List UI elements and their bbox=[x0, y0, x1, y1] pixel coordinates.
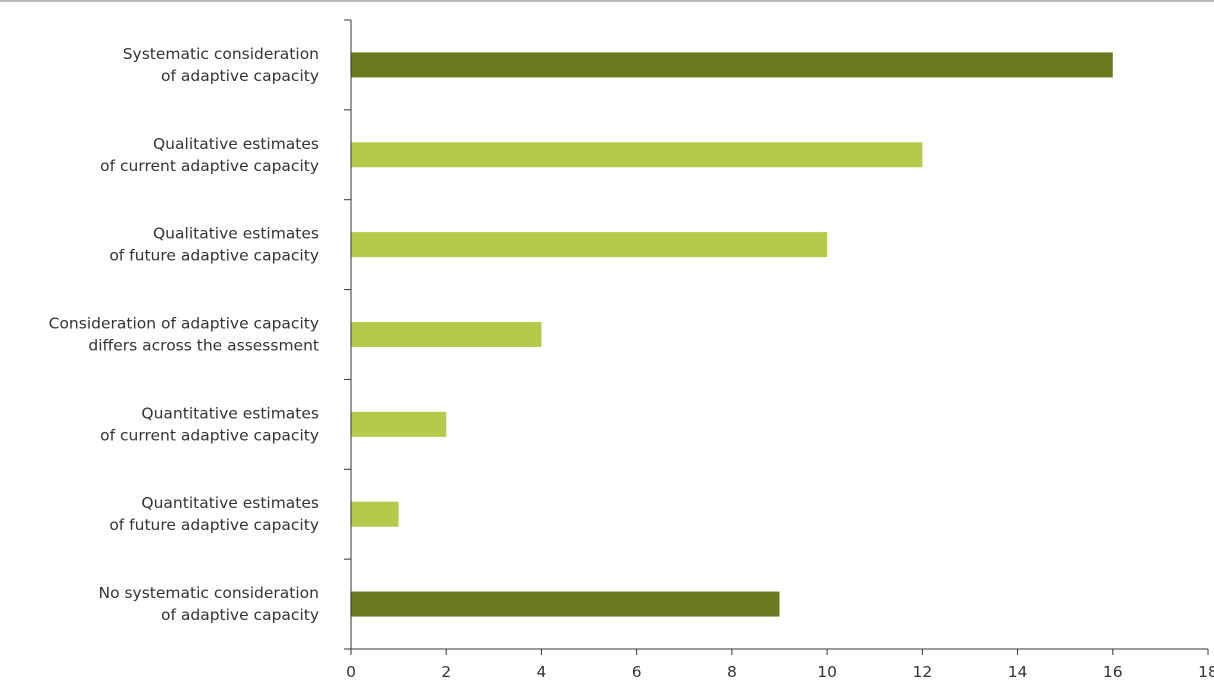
bar-5 bbox=[351, 411, 447, 437]
category-label-6: Quantitative estimates of future adaptive… bbox=[109, 494, 319, 534]
bar-6 bbox=[351, 501, 399, 527]
category-label-5: Quantitative estimates of current adaptiv… bbox=[100, 404, 319, 444]
bar-2 bbox=[351, 142, 923, 168]
category-label-1: Systematic consideration of adaptive capa… bbox=[123, 45, 319, 85]
bar-3 bbox=[351, 232, 828, 258]
category-label-7: No systematic consideration of adaptive c… bbox=[98, 584, 319, 624]
x-tick-label-10: 10 bbox=[817, 663, 837, 681]
x-tick-label-18: 18 bbox=[1198, 663, 1214, 681]
bar-7 bbox=[351, 591, 780, 617]
bar-1 bbox=[351, 52, 1113, 78]
category-label-4: Consideration of adaptive capacity differ… bbox=[49, 315, 319, 355]
x-tick-label-6: 6 bbox=[632, 663, 642, 681]
x-tick-label-14: 14 bbox=[1008, 663, 1028, 681]
labels-group: Systematic consideration of adaptive capa… bbox=[49, 45, 1214, 681]
x-tick-label-16: 16 bbox=[1103, 663, 1123, 681]
x-tick-label-4: 4 bbox=[537, 663, 547, 681]
x-tick-label-2: 2 bbox=[441, 663, 451, 681]
x-tick-label-12: 12 bbox=[912, 663, 932, 681]
bars-group bbox=[351, 52, 1113, 617]
category-label-2: Qualitative estimates of current adaptive… bbox=[100, 135, 319, 175]
x-tick-label-8: 8 bbox=[727, 663, 737, 681]
category-label-3: Qualitative estimates of future adaptive … bbox=[109, 225, 319, 265]
axes-group bbox=[344, 19, 1209, 655]
x-tick-label-0: 0 bbox=[346, 663, 356, 681]
bar-4 bbox=[351, 322, 542, 347]
